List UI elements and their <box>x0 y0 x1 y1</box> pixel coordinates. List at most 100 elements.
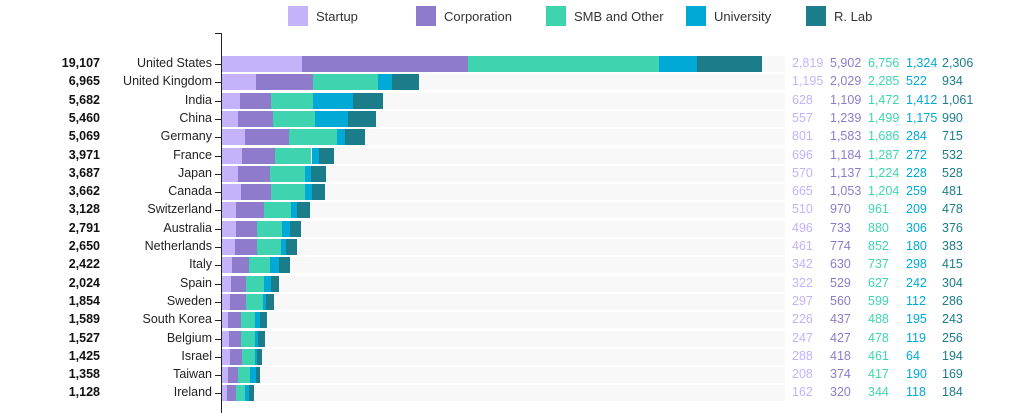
value-label: 194 <box>942 348 963 363</box>
bar-segment-r-lab <box>348 110 377 127</box>
value-label: 801 <box>792 129 813 144</box>
bar-segment-startup <box>222 293 231 310</box>
value-label: 461 <box>792 239 813 253</box>
bar-row: 5,460 China 557 1,239 1,499 1,175 990 <box>0 110 1024 128</box>
legend-swatch <box>288 6 308 26</box>
total-label: 1,854 <box>68 293 100 308</box>
value-label: 5,902 <box>830 56 862 70</box>
bar-segment-r-lab <box>290 220 301 237</box>
bar-segment-university <box>312 92 353 109</box>
total-label: 2,650 <box>68 239 100 253</box>
bar-segment-university <box>337 129 346 146</box>
row-background <box>222 147 785 164</box>
value-label: 1,472 <box>868 92 900 107</box>
value-label: 852 <box>868 239 889 253</box>
bar-segment-corporation <box>236 202 264 219</box>
total-label: 2,791 <box>68 220 100 235</box>
value-label: 304 <box>942 275 963 290</box>
bar-segment-corporation <box>301 56 469 72</box>
axis-tick <box>215 247 221 248</box>
value-label: 418 <box>830 348 851 363</box>
bar-segment-corporation <box>244 129 290 146</box>
bar-segment-smb-and-other <box>235 385 246 402</box>
value-label: 2,285 <box>868 74 900 89</box>
legend-label: SMB and Other <box>574 8 664 24</box>
bar-segment-startup <box>222 92 240 109</box>
legend-swatch <box>806 6 826 26</box>
value-label: 461 <box>868 348 889 363</box>
value-label: 208 <box>792 367 813 382</box>
value-label: 1,053 <box>830 184 862 199</box>
total-label: 2,024 <box>68 275 100 290</box>
value-label: 665 <box>792 184 813 199</box>
bar-segment-university <box>315 110 349 127</box>
bar-row: 1,854 Sweden 297 560 599 112 286 <box>0 293 1024 311</box>
bar-row: 2,422 Italy 342 630 737 298 415 <box>0 256 1024 274</box>
axis-tick <box>215 192 221 194</box>
row-background <box>222 239 785 255</box>
value-label: 1,175 <box>906 110 938 125</box>
legend-item: R. Lab <box>806 6 872 26</box>
value-label: 209 <box>906 202 927 217</box>
total-label: 5,682 <box>68 92 100 107</box>
value-label: 427 <box>830 330 851 345</box>
bar-row: 2,024 Spain 322 529 627 242 304 <box>0 275 1024 293</box>
value-label: 247 <box>792 330 813 345</box>
value-label: 488 <box>868 312 889 327</box>
category-label: India <box>184 92 212 107</box>
category-label: France <box>173 147 212 162</box>
value-label: 297 <box>792 293 813 308</box>
value-label: 284 <box>906 129 927 144</box>
value-label: 344 <box>868 385 889 400</box>
axis-tick <box>215 118 221 120</box>
axis-tick <box>215 173 221 175</box>
value-label: 118 <box>906 385 926 400</box>
bar-segment-startup <box>222 257 232 274</box>
legend-label: Corporation <box>444 8 512 24</box>
bar-segment-corporation <box>236 220 257 237</box>
value-label: 64 <box>906 348 920 363</box>
bar-segment-corporation <box>235 239 257 255</box>
bar-segment-r-lab <box>311 184 326 201</box>
legend-item: Corporation <box>416 6 512 26</box>
value-label: 1,412 <box>906 92 938 107</box>
category-label: Netherlands <box>144 239 212 253</box>
value-label: 112 <box>906 293 926 308</box>
bar-segment-corporation <box>228 312 241 329</box>
row-background <box>222 367 785 384</box>
value-label: 934 <box>942 74 963 89</box>
axis-tick <box>215 82 221 84</box>
bar-segment-r-lab <box>256 348 263 365</box>
axis-tick <box>215 210 221 212</box>
value-label: 242 <box>906 275 927 290</box>
axis-tick <box>215 393 221 395</box>
bar-row: 1,527 Belgium 247 427 478 119 256 <box>0 330 1024 348</box>
total-label: 1,128 <box>68 385 100 400</box>
bar-segment-corporation <box>241 147 276 164</box>
bar-segment-startup <box>222 184 241 201</box>
category-label: China <box>179 110 212 125</box>
bar-segment-smb-and-other <box>241 348 255 365</box>
value-label: 298 <box>906 257 927 272</box>
value-label: 478 <box>942 202 963 217</box>
category-label: Belgium <box>166 330 212 345</box>
axis-tick <box>215 283 221 285</box>
row-background <box>222 257 785 274</box>
value-label: 437 <box>830 312 851 327</box>
total-label: 1,425 <box>68 348 100 363</box>
value-label: 715 <box>942 129 963 144</box>
bar-segment-startup <box>222 110 238 127</box>
bar-segment-corporation <box>255 74 314 91</box>
bar-segment-startup <box>222 367 228 384</box>
bar-segment-smb-and-other <box>275 147 312 164</box>
bar-segment-corporation <box>231 257 250 274</box>
value-label: 2,819 <box>792 56 824 70</box>
total-label: 2,422 <box>68 257 100 272</box>
value-label: 557 <box>792 110 813 125</box>
total-label: 19,107 <box>61 56 100 70</box>
total-label: 1,527 <box>68 330 100 345</box>
category-label: Spain <box>180 275 212 290</box>
axis-tick <box>215 228 221 230</box>
bar-segment-startup <box>222 129 245 146</box>
axis-tick <box>215 137 221 139</box>
